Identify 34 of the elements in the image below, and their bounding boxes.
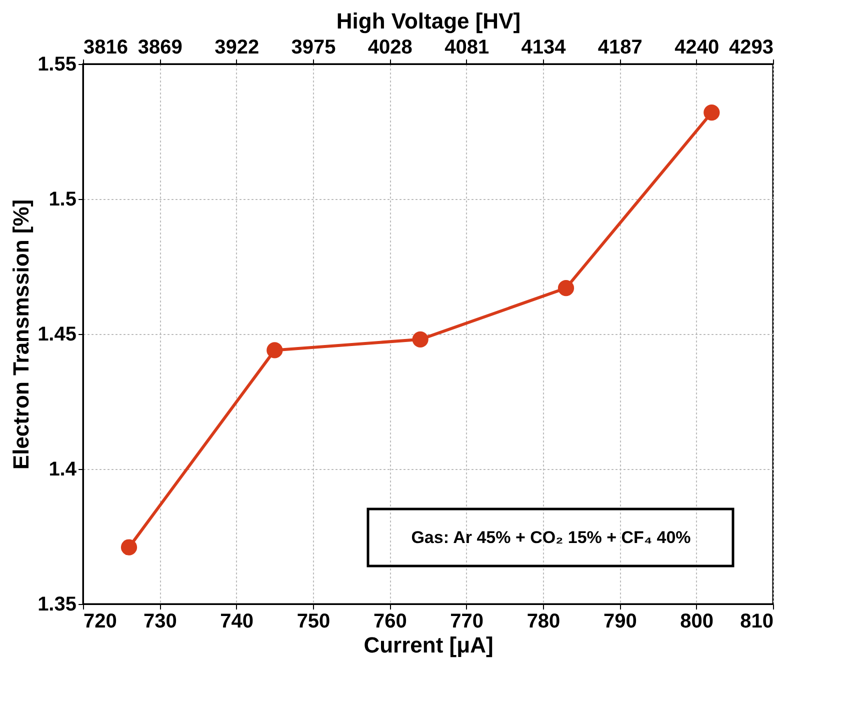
x2-tick-label: 4081 [444,36,490,58]
x-tick-label: 750 [296,610,330,632]
point [412,331,428,348]
point [558,280,574,296]
x-tick-label: 780 [526,610,560,632]
x-tick-label: 770 [450,610,484,632]
x-tick-label: 760 [373,610,407,632]
x-tick-label: 720 [84,610,117,632]
x2-axis-title: High Voltage [HV] [336,8,521,34]
x-tick-label: 730 [143,610,177,632]
point [704,104,720,121]
x-tick-label: 740 [220,610,254,632]
x2-tick-label: 3816 [84,36,128,58]
y-axis-title: Electron Transmssion [%] [8,199,34,470]
y-tick-label: 1.35 [38,594,76,616]
x2-tick-label: 4187 [598,36,642,58]
x2-tick-label: 4293 [729,36,774,58]
x-axis-title: Current [μA] [364,632,494,658]
x2-tick-label: 4134 [521,36,567,58]
x-tick-label: 790 [603,610,637,632]
y-tick-label: 1.4 [48,458,78,480]
point [120,539,138,556]
x2-tick-label: 3922 [214,36,260,58]
x2-tick-label: 4240 [674,36,720,58]
y-tick-label: 1.55 [38,54,76,76]
annotation: Gas: Ar 45% + CO₂ 15% + CF₄ 40% [411,528,691,547]
y-tick-label: 1.5 [48,188,76,210]
x2-tick-label: 3975 [291,36,336,58]
x2-tick-label: 4028 [368,36,412,58]
point [266,342,283,358]
y-tick-label: 1.45 [38,324,76,346]
x-tick-label: 800 [680,610,714,632]
x2-tick-label: 3869 [138,36,182,58]
x-tick-label: 810 [740,610,774,632]
